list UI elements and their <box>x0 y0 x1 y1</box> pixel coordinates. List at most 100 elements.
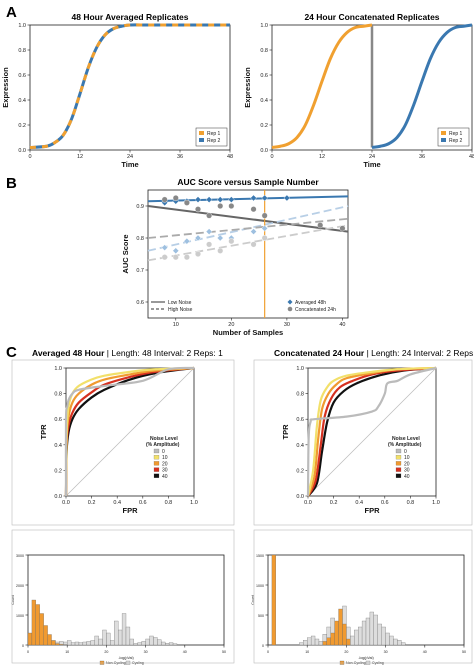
c2-legend-label: 30 <box>404 468 410 474</box>
b-point-diamond <box>261 194 268 202</box>
c4-bar-cycling <box>401 642 406 646</box>
c2-legend-title: Noise Level <box>392 436 420 442</box>
a1-legend-swatch <box>199 131 204 135</box>
b-point-diamond <box>194 196 202 203</box>
c4-bar-cycling <box>389 635 394 646</box>
a2-y-tick-label: 0.4 <box>260 98 268 104</box>
c3-bar-cycling <box>94 635 99 646</box>
a1-y-tick-label: 0.2 <box>18 123 26 129</box>
b-fit-line <box>147 205 349 233</box>
c3-bar-cycling <box>172 643 178 646</box>
b-x-tick-label: 10 <box>173 322 179 328</box>
c2-x-tick-label: 0.4 <box>355 500 363 506</box>
a2-legend-label: Rep 1 <box>449 131 463 137</box>
b-point-diamond <box>183 237 191 245</box>
b-point-diamond <box>172 247 180 255</box>
c3-bar-cycling <box>141 641 146 646</box>
a2-series-rep-1-line <box>271 23 373 149</box>
c4-bar-non-cycling <box>322 641 327 646</box>
b-x-tick-label: 30 <box>284 322 290 328</box>
c3-x-tick-label: 10 <box>65 650 69 654</box>
c4-bar-cycling <box>358 626 363 646</box>
b-point-diamond <box>283 194 291 202</box>
b-point-diamond <box>161 244 168 251</box>
c1-title-bold: Averaged 48 Hour <box>32 348 105 358</box>
c1-figure-frame <box>11 359 235 526</box>
b-point-circle <box>261 234 268 241</box>
c3-bar-cycling <box>125 626 131 646</box>
c1-x-tick-label: 0.4 <box>113 500 121 506</box>
c1-title: Averaged 48 Hour | Length: 48 Interval: … <box>32 348 223 358</box>
a1-x-axis-label: Time <box>121 160 138 169</box>
a1-x-tick-label: 0 <box>28 154 31 160</box>
a1-legend-label: Rep 2 <box>207 138 221 144</box>
b-y-tick-label: 0.9 <box>136 204 144 210</box>
c3-figure-frame <box>11 529 235 664</box>
c2-legend-subtitle: (% Amplitude) <box>388 442 422 448</box>
c3-x-axis-label: -log(pVal) <box>118 656 133 660</box>
b-point-circle <box>261 212 268 219</box>
c2-chart: 0.0 0.2 0.4 0.6 0.8 1.0 0.0 0.2 0.4 0.6 0.8 1.0 FPR T… <box>274 348 474 515</box>
c4-bar-non-cycling <box>334 620 339 646</box>
c3-x-tick-label: 20 <box>104 650 108 654</box>
c2-title-rest: | Length: 24 Interval: 2 Reps: 2 <box>364 348 474 358</box>
c1-x-tick-label: 0.0 <box>62 500 70 506</box>
b-point-circle <box>183 199 190 206</box>
c1-x-tick-label: 0.8 <box>165 500 173 506</box>
a1-y-tick-label: 0.6 <box>18 73 26 79</box>
a1-title: 48 Hour Averaged Replicates <box>72 12 189 22</box>
c1-y-tick-label: 0.8 <box>54 392 62 398</box>
a2-legend-swatch <box>441 131 446 135</box>
c3-x-tick-label: 30 <box>144 650 148 654</box>
c2-roc-curve-noise-30 <box>307 366 437 497</box>
a2-y-tick-label: 0.2 <box>260 123 268 129</box>
c4-bar-non-cycling <box>346 638 351 646</box>
c4-y-tick-label: 500 <box>258 614 264 618</box>
b-fit-line <box>147 195 349 203</box>
c3-bar-cycling <box>110 640 115 646</box>
c4-bar-cycling <box>354 629 359 646</box>
c4-chart: 0 10 20 30 40 50050010001500-log(pVal)CountNo… <box>251 554 466 665</box>
c2-diagonal-reference <box>307 367 437 497</box>
c1-title-rest: | Length: 48 Interval: 2 Reps: 1 <box>104 348 223 358</box>
a2-y-tick-label: 1.0 <box>260 23 268 29</box>
c4-y-tick-label: 0 <box>262 644 264 648</box>
c1-legend-label: 0 <box>162 449 165 455</box>
b-point-diamond <box>205 228 213 235</box>
c3-y-axis-label: Count <box>11 595 15 605</box>
c3-bar-non-cycling <box>47 634 52 646</box>
c4-bar-cycling <box>381 626 386 646</box>
panel-label-c: C <box>6 344 17 361</box>
b-point-circle <box>183 254 190 261</box>
c4-x-axis-label: -log(pVal) <box>358 656 373 660</box>
c3-bar-non-cycling <box>31 599 36 646</box>
c3-bar-cycling <box>67 640 72 646</box>
a2-title: 24 Hour Concatenated Replicates <box>304 12 439 22</box>
a2-y-tick-label: 0.8 <box>260 48 268 54</box>
c4-bar-cycling <box>377 623 382 646</box>
c4-bar-non-cycling <box>326 637 331 646</box>
b-fit-line <box>147 224 349 262</box>
c4-bar-cycling <box>393 638 398 646</box>
b-point-circle <box>317 222 324 229</box>
b-y-tick-label: 0.6 <box>136 300 144 306</box>
a2-y-axis-label: Expression <box>243 67 252 108</box>
c3-bar-non-cycling <box>27 632 33 646</box>
c4-x-tick-label: 30 <box>384 650 388 654</box>
c4-bar-cycling <box>385 632 390 646</box>
c1-legend-subtitle: (% Amplitude) <box>146 442 180 448</box>
c2-x-tick-label: 0.6 <box>381 500 389 506</box>
c3-bar-cycling <box>106 632 111 646</box>
c4-bar-cycling <box>310 635 316 646</box>
c2-legend-swatch <box>395 455 402 460</box>
c3-bar-cycling <box>98 638 103 646</box>
b-point-diamond <box>250 228 257 235</box>
c2-title: Concatenated 24 Hour | Length: 24 Interv… <box>274 348 474 358</box>
a1-y-tick-label: 1.0 <box>18 23 26 29</box>
b-x-tick-label: 20 <box>228 322 234 328</box>
c4-x-tick-label: 10 <box>305 650 309 654</box>
c2-y-tick-label: 0.4 <box>296 443 304 449</box>
c2-x-tick-label: 0.0 <box>304 500 312 506</box>
c2-legend-swatch <box>395 461 402 466</box>
